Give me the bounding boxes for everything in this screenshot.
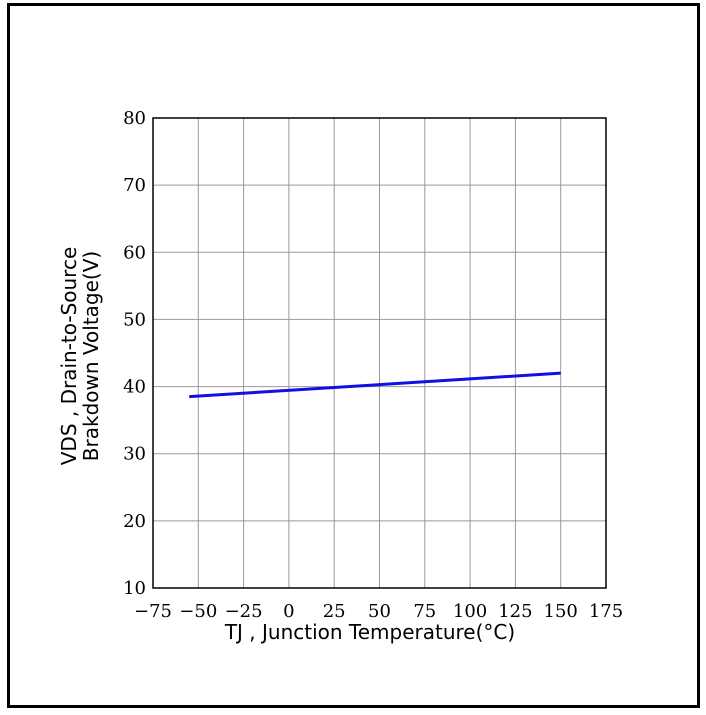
x-tick-label: 150 bbox=[544, 601, 578, 622]
y-tick-label: 80 bbox=[123, 108, 146, 129]
x-axis-title: TJ , Junction Temperature(°C) bbox=[224, 620, 515, 644]
y-tick-label: 10 bbox=[123, 578, 146, 599]
y-axis-title: VDS , Drain-to-Source Brakdown Voltage(V… bbox=[57, 247, 103, 466]
y-tick-label: 50 bbox=[123, 309, 146, 330]
x-tick-label: 75 bbox=[413, 601, 436, 622]
x-tick-label: 50 bbox=[368, 601, 391, 622]
x-tick-label: −75 bbox=[134, 601, 172, 622]
y-tick-label: 70 bbox=[123, 175, 146, 196]
grid bbox=[153, 118, 606, 588]
y-tick-label: 60 bbox=[123, 242, 146, 263]
y-tick-label: 40 bbox=[123, 377, 146, 398]
x-tick-label: 125 bbox=[498, 601, 532, 622]
x-ticks: −75 −50 −25 0 25 50 75 100 125 150 175 bbox=[134, 601, 623, 622]
y-axis-title-line1: VDS , Drain-to-Source bbox=[57, 247, 81, 466]
y-ticks: 10 20 30 40 50 60 70 80 bbox=[123, 108, 146, 599]
y-tick-label: 20 bbox=[123, 511, 146, 532]
series-line bbox=[189, 373, 560, 397]
series-group bbox=[189, 373, 560, 397]
y-tick-label: 30 bbox=[123, 444, 146, 465]
y-axis-title-line2: Brakdown Voltage(V) bbox=[79, 251, 103, 461]
x-tick-label: 175 bbox=[589, 601, 623, 622]
x-tick-label: 0 bbox=[283, 601, 294, 622]
x-tick-label: −25 bbox=[225, 601, 263, 622]
x-tick-label: 25 bbox=[323, 601, 346, 622]
x-tick-label: 100 bbox=[453, 601, 487, 622]
x-tick-label: −50 bbox=[179, 601, 217, 622]
